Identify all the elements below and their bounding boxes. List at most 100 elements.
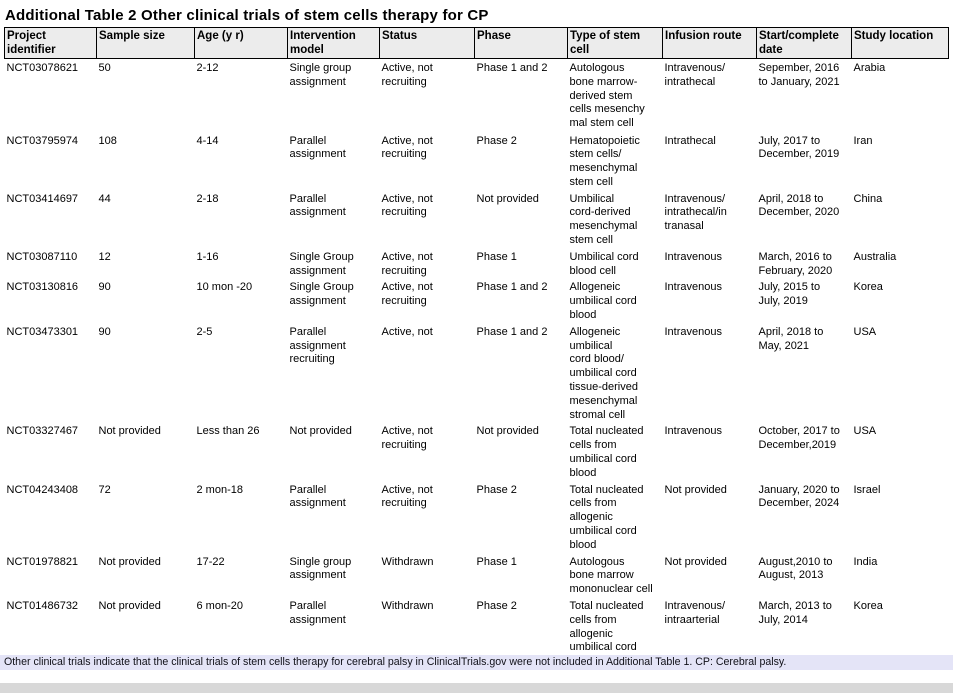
cell-phase: Phase 1 and 2 <box>476 325 548 338</box>
cell-intervention-model: Parallel assignment recruiting <box>289 325 346 366</box>
cell-infusion-route: Not provided <box>664 555 727 568</box>
cell-project-identifier: NCT01486732 <box>6 600 79 612</box>
cell-infusion-route: Intravenous/ intrathecal <box>664 62 726 88</box>
cell-phase: Phase 1 and 2 <box>476 62 548 74</box>
cell-project-identifier: NCT01978821 <box>6 555 79 568</box>
cell-intervention-model: Not provided <box>289 425 352 438</box>
column-header-intervention-model: Intervention model <box>287 27 380 59</box>
table-row: NCT03414697 44 2-18 Parallel assignment … <box>5 190 949 248</box>
table-title: Additional Table 2 Other clinical trials… <box>5 7 489 24</box>
cell-intervention-model: Parallel assignment <box>289 192 346 219</box>
column-header-project-identifier: Project identifier <box>4 27 97 59</box>
cell-phase: Phase 1 and 2 <box>476 281 548 294</box>
cell-sample-size: Not provided <box>98 425 161 438</box>
cell-project-identifier: NCT03795974 <box>6 134 79 147</box>
table-row: NCT01486732 Not provided 6 mon-20 Parall… <box>5 597 949 669</box>
column-header-status: Status <box>379 27 475 59</box>
cell-intervention-model: Single group assignment <box>289 555 352 582</box>
cell-age: 17-22 <box>196 555 225 568</box>
cell-age: 4-14 <box>196 134 219 147</box>
cell-type-of-stem-cell: Autologous bone marrow- derived stem cel… <box>569 62 645 130</box>
cell-intervention-model: Single Group assignment <box>289 250 354 277</box>
cell-start-complete-date: April, 2018 to December, 2020 <box>758 192 840 219</box>
cell-phase: Not provided <box>476 192 539 205</box>
table-row: NCT01978821 Not provided 17-22 Single gr… <box>5 553 949 597</box>
cell-status: Active, not recruiting <box>381 483 433 510</box>
cell-sample-size: 90 <box>98 325 111 338</box>
cell-phase: Phase 1 <box>476 250 517 263</box>
column-header-age: Age (y r) <box>194 27 288 59</box>
cell-study-location: India <box>853 555 878 568</box>
cell-phase: Phase 1 <box>476 555 517 568</box>
cell-start-complete-date: October, 2017 to December,2019 <box>758 425 840 452</box>
cell-sample-size: Not provided <box>98 555 161 568</box>
cell-intervention-model: Parallel assignment <box>289 600 346 626</box>
cell-start-complete-date: March, 2013 to July, 2014 <box>758 600 832 626</box>
cell-phase: Phase 2 <box>476 483 517 496</box>
cell-sample-size: 72 <box>98 483 111 496</box>
cell-sample-size: 44 <box>98 192 111 205</box>
cell-infusion-route: Intravenous/ intraarterial <box>664 600 726 626</box>
cell-status: Active, not recruiting <box>381 134 433 161</box>
column-header-infusion-route: Infusion route <box>662 27 757 59</box>
cell-age: 2 mon-18 <box>196 483 243 496</box>
column-header-sample-size: Sample size <box>96 27 195 59</box>
cell-age: 10 mon -20 <box>196 281 253 294</box>
cell-project-identifier: NCT04243408 <box>6 483 79 496</box>
cell-age: 6 mon-20 <box>196 600 243 612</box>
cell-intervention-model: Single group assignment <box>289 62 352 88</box>
cell-intervention-model: Parallel assignment <box>289 134 346 161</box>
table-row: NCT04243408 72 2 mon-18 Parallel assignm… <box>5 481 949 553</box>
cell-start-complete-date: March, 2016 to February, 2020 <box>758 250 833 277</box>
table-row: NCT03087110 12 1-16 Single Group assignm… <box>5 248 949 279</box>
cell-age: 2-12 <box>196 62 219 74</box>
cell-type-of-stem-cell: Hematopoietic stem cells/ mesenchymal st… <box>569 134 640 188</box>
cell-status: Active, not recruiting <box>381 192 433 219</box>
cell-type-of-stem-cell: Umbilical cord blood cell <box>569 250 639 277</box>
cell-study-location: Australia <box>853 250 897 263</box>
cell-sample-size: 108 <box>98 134 117 147</box>
cell-status: Withdrawn <box>381 555 434 568</box>
cell-start-complete-date: July, 2015 to July, 2019 <box>758 281 821 308</box>
cell-age: 2-5 <box>196 325 213 338</box>
cell-type-of-stem-cell: Umbilical cord-derived mesenchymal stem … <box>569 192 638 247</box>
cell-project-identifier: NCT03130816 <box>6 281 79 294</box>
cell-type-of-stem-cell: Allogeneic umbilical cord blood <box>569 281 637 322</box>
cell-start-complete-date: August,2010 to August, 2013 <box>758 555 833 582</box>
cell-infusion-route: Intravenous <box>664 281 722 294</box>
cell-sample-size: 90 <box>98 281 111 294</box>
cell-start-complete-date: Sepember, 2016 to January, 2021 <box>758 62 840 88</box>
column-header-phase: Phase <box>474 27 568 59</box>
table-row: NCT03473301 90 2-5 Parallel assignment r… <box>5 323 949 423</box>
cell-sample-size: 50 <box>98 62 111 74</box>
cell-intervention-model: Parallel assignment <box>289 483 346 510</box>
cell-type-of-stem-cell: Total nucleated cells from umbilical cor… <box>569 425 644 479</box>
horizontal-scrollbar[interactable] <box>0 683 953 693</box>
cell-type-of-stem-cell: Autologous bone marrow mononuclear cell <box>569 555 653 596</box>
cell-infusion-route: Intrathecal <box>664 134 716 147</box>
cell-status: Withdrawn <box>381 600 434 612</box>
cell-sample-size: Not provided <box>98 600 161 612</box>
cell-study-location: USA <box>853 325 877 338</box>
cell-study-location: Korea <box>853 281 883 294</box>
cell-status: Active, not recruiting <box>381 250 433 277</box>
table-row: NCT03078621 50 2-12 Single group assignm… <box>5 59 949 132</box>
cell-start-complete-date: April, 2018 to May, 2021 <box>758 325 824 352</box>
cell-study-location: USA <box>853 425 877 438</box>
cell-type-of-stem-cell: Allogeneic umbilical cord blood/ umbilic… <box>569 325 638 421</box>
cell-phase: Phase 2 <box>476 600 517 612</box>
cell-project-identifier: NCT03087110 <box>6 250 78 263</box>
cell-infusion-route: Not provided <box>664 483 727 496</box>
column-header-study-location: Study location <box>851 27 949 59</box>
cell-start-complete-date: January, 2020 to December, 2024 <box>758 483 840 510</box>
cell-status: Active, not recruiting <box>381 425 433 452</box>
cell-age: Less than 26 <box>196 425 260 438</box>
cell-status: Active, not recruiting <box>381 62 433 88</box>
cell-intervention-model: Single Group assignment <box>289 281 354 308</box>
cell-phase: Not provided <box>476 425 539 438</box>
cell-infusion-route: Intravenous/ intrathecal/in tranasal <box>664 192 727 233</box>
cell-status: Active, not recruiting <box>381 281 433 308</box>
clinical-trials-table: Project identifier Sample size Age (y r)… <box>4 27 949 669</box>
cell-project-identifier: NCT03473301 <box>6 325 79 338</box>
